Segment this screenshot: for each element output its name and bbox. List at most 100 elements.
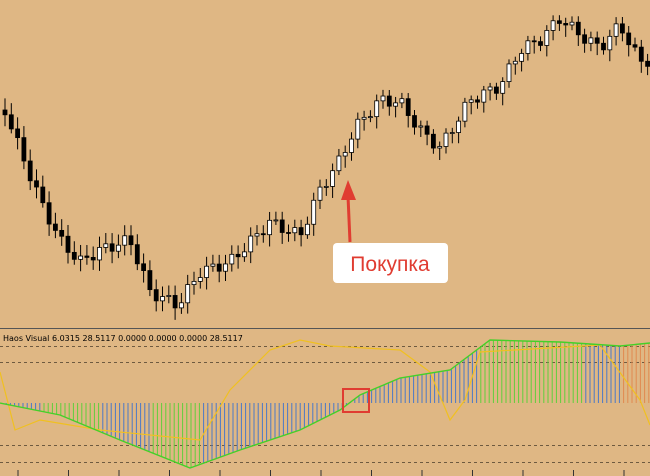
- candle-body: [449, 132, 455, 134]
- candle-body: [550, 20, 556, 31]
- candle-body: [141, 263, 147, 271]
- candle-body: [632, 44, 638, 48]
- candle-body: [557, 20, 562, 24]
- candle-body: [626, 32, 632, 46]
- candle-body: [399, 98, 405, 104]
- indicator-panel: [0, 339, 650, 469]
- candle-body: [349, 138, 354, 153]
- candle-body: [412, 115, 417, 128]
- candle-body: [575, 21, 581, 36]
- candle-body: [393, 102, 399, 107]
- candle-body: [563, 23, 569, 26]
- candle-body: [267, 219, 273, 236]
- candle-body: [191, 281, 197, 285]
- candle-body: [197, 277, 203, 282]
- candle-body: [53, 223, 58, 231]
- candle-body: [40, 186, 46, 204]
- candle-body: [481, 89, 487, 103]
- candle-body: [223, 263, 228, 272]
- candle-body: [8, 114, 14, 130]
- candle-body: [178, 302, 184, 309]
- candle-body: [78, 255, 83, 260]
- candle-body: [506, 63, 512, 83]
- candle-body: [172, 295, 178, 309]
- annotation-box: [333, 243, 448, 283]
- candle-body: [254, 233, 260, 237]
- candle-body: [2, 109, 8, 116]
- candle-body: [260, 233, 266, 236]
- candle-body: [134, 244, 140, 265]
- candle-body: [323, 186, 329, 188]
- candle-body: [84, 255, 90, 258]
- candle-body: [607, 35, 613, 51]
- candle-body: [487, 86, 493, 91]
- candle-body: [456, 120, 462, 133]
- candle-body: [582, 34, 587, 44]
- candle-body: [21, 137, 27, 162]
- candle-body: [46, 202, 52, 225]
- candle-body: [569, 21, 575, 26]
- candle-body: [588, 37, 594, 44]
- candle-body: [601, 42, 606, 51]
- candle-body: [185, 284, 191, 304]
- candle-body: [594, 37, 600, 44]
- candle-body: [430, 133, 436, 149]
- candle-body: [210, 263, 216, 267]
- candle-body: [273, 219, 279, 222]
- candle-body: [355, 118, 361, 140]
- candle-body: [361, 116, 367, 120]
- candle-body: [311, 199, 317, 225]
- candle-body: [292, 227, 298, 234]
- candle-body: [116, 244, 121, 252]
- candle-body: [216, 263, 222, 272]
- candle-body: [235, 253, 241, 258]
- candle-body: [380, 95, 386, 102]
- candle-body: [286, 232, 291, 234]
- candle-body: [620, 23, 625, 34]
- annotation: Покупка: [350, 253, 430, 276]
- candle-body: [424, 125, 430, 135]
- candle-body: [418, 125, 424, 128]
- candle-body: [443, 132, 449, 147]
- candle-body: [525, 40, 531, 54]
- candle-body: [493, 86, 499, 94]
- candle-body: [248, 235, 254, 253]
- candle-body: [65, 235, 71, 253]
- candle-body: [475, 99, 480, 103]
- candle-body: [166, 295, 172, 297]
- candle-body: [71, 251, 77, 260]
- candle-body: [90, 257, 96, 261]
- candle-body: [59, 229, 65, 237]
- candle-body: [531, 40, 537, 43]
- candle-body: [538, 41, 543, 46]
- candle-body: [638, 46, 644, 62]
- candle-body: [437, 146, 443, 149]
- candle-body: [317, 186, 323, 201]
- candle-body: [279, 219, 285, 233]
- arrow-head: [341, 180, 356, 200]
- candle-body: [241, 251, 247, 258]
- signal-box: [342, 388, 370, 413]
- indicator-label: Haos Visual 6.0315 28.5117 0.0000 0.0000…: [3, 334, 243, 343]
- candle-body: [304, 223, 310, 236]
- candle-body: [109, 243, 115, 252]
- candle-body: [645, 60, 650, 67]
- candle-body: [229, 253, 235, 265]
- candle-body: [153, 289, 159, 302]
- candle-body: [342, 152, 348, 157]
- candle-body: [512, 60, 518, 65]
- candle-body: [336, 155, 342, 172]
- candle-body: [330, 170, 336, 187]
- candle-body: [468, 99, 474, 103]
- candle-body: [405, 98, 411, 116]
- candle-body: [204, 265, 210, 278]
- signal-line: [0, 339, 650, 441]
- candle-body: [122, 235, 128, 246]
- arrow-shaft: [346, 195, 352, 243]
- candle-body: [27, 160, 33, 182]
- candle-body: [103, 243, 109, 248]
- candle-body: [613, 23, 619, 37]
